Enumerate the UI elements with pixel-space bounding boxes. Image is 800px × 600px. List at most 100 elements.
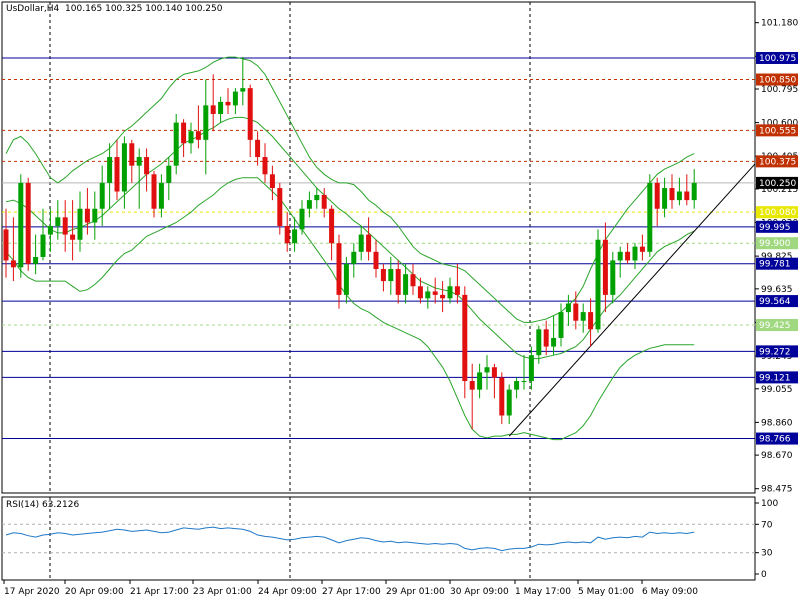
candle-body bbox=[676, 191, 682, 201]
candle-body bbox=[366, 234, 372, 252]
symbol-ohlc-header: UsDollar,H4 100.165 100.325 100.140 100.… bbox=[6, 4, 222, 14]
candle-body bbox=[121, 143, 127, 192]
candle-body bbox=[343, 263, 349, 295]
bollinger-lower-band bbox=[5, 177, 695, 441]
candle-body bbox=[10, 260, 16, 268]
time-tick-label: 1 May 17:00 bbox=[515, 587, 571, 597]
candle-body bbox=[84, 208, 90, 223]
candle-body bbox=[536, 329, 542, 356]
candle-body bbox=[639, 246, 645, 252]
time-tick-label: 21 Apr 17:00 bbox=[130, 587, 189, 597]
candle-body bbox=[491, 367, 497, 378]
current-price-tag: 100.250 bbox=[759, 179, 796, 189]
candle-body bbox=[18, 182, 24, 268]
price-tick-label: 99.635 bbox=[761, 285, 793, 295]
candle-body bbox=[181, 122, 187, 144]
candle-body bbox=[247, 88, 253, 140]
candle-body bbox=[255, 139, 261, 158]
candle-body bbox=[70, 234, 76, 240]
trend-line bbox=[508, 163, 756, 437]
candle-body bbox=[321, 194, 327, 209]
candle-body bbox=[469, 381, 475, 390]
rsi-line bbox=[5, 526, 695, 552]
price-tick-label: 98.860 bbox=[761, 418, 793, 428]
level-tag-bg bbox=[756, 257, 798, 270]
candle-body bbox=[514, 381, 520, 390]
candle-body bbox=[595, 239, 601, 330]
candle-body bbox=[373, 251, 379, 270]
candle-body bbox=[632, 246, 638, 261]
level-tag-bg bbox=[756, 295, 798, 308]
candle-body bbox=[625, 251, 631, 261]
bollinger-upper-band bbox=[5, 56, 695, 323]
level-tag-bg bbox=[756, 73, 798, 86]
candle-body bbox=[662, 188, 668, 209]
candle-body bbox=[654, 182, 660, 209]
candle-body bbox=[551, 337, 557, 347]
price-tick-label: 98.670 bbox=[761, 451, 793, 461]
level-tag-99.781: 99.781 bbox=[759, 260, 791, 270]
level-tag-bg bbox=[756, 155, 798, 168]
level-tag-bg bbox=[756, 51, 798, 64]
price-tick-label: 100.795 bbox=[761, 85, 798, 95]
candle-body bbox=[588, 312, 594, 330]
level-tag-bg bbox=[756, 432, 798, 445]
level-tag-bg bbox=[756, 220, 798, 233]
candle-body bbox=[417, 286, 423, 299]
candle-body bbox=[107, 157, 113, 183]
candle-body bbox=[454, 286, 460, 295]
time-tick-label: 20 Apr 09:00 bbox=[65, 587, 124, 597]
level-tag-bg bbox=[756, 237, 798, 250]
level-tag-bg bbox=[756, 371, 798, 384]
level-tag-bg bbox=[756, 206, 798, 219]
candle-body bbox=[99, 182, 105, 209]
price-tick-label: 99.055 bbox=[761, 385, 793, 395]
candle-body bbox=[277, 188, 283, 226]
bollinger-middle-band bbox=[5, 116, 695, 360]
candle-body bbox=[151, 174, 157, 209]
candle-body bbox=[3, 229, 9, 261]
candle-body bbox=[55, 217, 61, 226]
candle-body bbox=[336, 243, 342, 295]
candle-body bbox=[602, 239, 608, 295]
level-tag-99.272: 99.272 bbox=[759, 347, 791, 357]
main-plot-frame bbox=[1, 1, 756, 494]
candle-body bbox=[269, 174, 275, 189]
time-tick-label: 29 Apr 01:00 bbox=[386, 587, 445, 597]
candle-body bbox=[506, 389, 512, 416]
price-tick-label: 100.600 bbox=[761, 119, 798, 129]
candle-body bbox=[573, 303, 579, 321]
level-tag-98.766: 98.766 bbox=[759, 435, 791, 445]
rsi-tick-label: 70 bbox=[761, 520, 773, 530]
candle-body bbox=[33, 256, 39, 264]
candle-body bbox=[240, 88, 246, 92]
candle-body bbox=[521, 381, 527, 383]
rsi-plot-frame bbox=[1, 496, 756, 581]
level-tag-100.080: 100.080 bbox=[759, 208, 796, 218]
candle-body bbox=[114, 157, 120, 192]
level-tag-100.555: 100.555 bbox=[759, 126, 796, 136]
candle-body bbox=[432, 291, 438, 295]
candle-body bbox=[262, 157, 268, 175]
rsi-tick-label: 0 bbox=[761, 570, 767, 580]
candle-body bbox=[543, 329, 549, 347]
candle-body bbox=[484, 367, 490, 373]
candle-body bbox=[173, 122, 179, 166]
candle-body bbox=[299, 208, 305, 230]
candle-body bbox=[92, 208, 98, 223]
candle-body bbox=[425, 291, 431, 299]
level-tag-99.425: 99.425 bbox=[759, 321, 791, 331]
time-tick-label: 23 Apr 01:00 bbox=[193, 587, 252, 597]
candle-body bbox=[225, 101, 231, 106]
time-tick-label: 6 May 09:00 bbox=[642, 587, 698, 597]
candle-body bbox=[440, 294, 446, 299]
candle-body bbox=[40, 234, 46, 257]
level-tag-100.975: 100.975 bbox=[759, 54, 796, 64]
level-tag-99.900: 99.900 bbox=[759, 239, 791, 249]
candle-body bbox=[129, 143, 135, 166]
candle-body bbox=[691, 182, 697, 201]
candle-body bbox=[25, 182, 31, 264]
candle-body bbox=[558, 312, 564, 338]
level-tag-bg bbox=[756, 124, 798, 137]
